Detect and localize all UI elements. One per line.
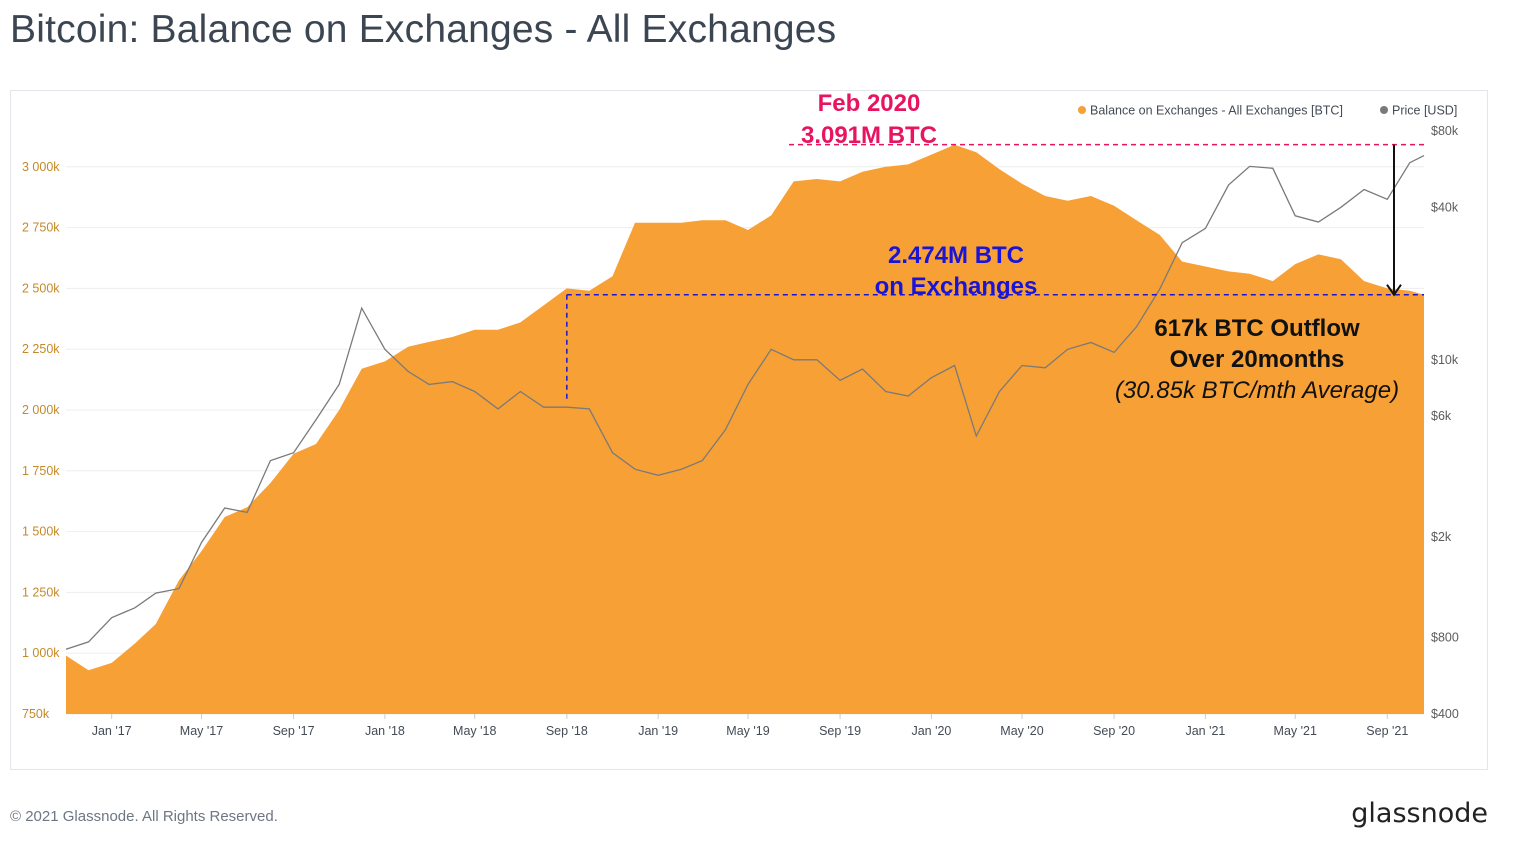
x-tick-label: Jan '17	[92, 724, 132, 738]
current-balance-annotation-sub: on Exchanges	[875, 273, 1038, 300]
x-tick-label: Sep '21	[1366, 724, 1408, 738]
left-tick-label: 2 750k	[22, 221, 60, 235]
current-balance-annotation: 2.474M BTC	[888, 242, 1024, 269]
peak-date-annotation: Feb 2020	[818, 91, 921, 117]
outflow-duration-annotation: Over 20months	[1170, 346, 1345, 373]
right-tick-label: $80k	[1431, 124, 1459, 138]
right-tick-label: $10k	[1431, 353, 1459, 367]
x-tick-label: Sep '18	[546, 724, 588, 738]
left-tick-label: 2 000k	[22, 403, 60, 417]
outflow-annotation: 617k BTC Outflow	[1154, 315, 1360, 342]
footer-copyright: © 2021 Glassnode. All Rights Reserved.	[10, 808, 278, 825]
legend-balance-label: Balance on Exchanges - All Exchanges [BT…	[1090, 104, 1343, 118]
x-tick-label: Sep '17	[273, 724, 315, 738]
x-tick-label: May '17	[180, 724, 223, 738]
right-axis-ticks: $400 $800 $2k $6k $10k $40k $80k	[1431, 124, 1459, 721]
x-tick-label: May '19	[726, 724, 769, 738]
peak-value-annotation: 3.091M BTC	[801, 122, 937, 149]
right-tick-label: $800	[1431, 631, 1459, 645]
glassnode-logo: glassnode	[1351, 798, 1488, 829]
left-tick-label: 1 250k	[22, 585, 60, 599]
left-tick-label: 1 000k	[22, 646, 60, 660]
legend-price-label: Price [USD]	[1392, 104, 1457, 118]
chart-title: Bitcoin: Balance on Exchanges - All Exch…	[10, 8, 837, 51]
x-axis-ticks: Jan '17 May '17 Sep '17 Jan '18 May '18 Sep '…	[92, 714, 1408, 738]
left-tick-label: 2 500k	[22, 281, 60, 295]
right-tick-label: $2k	[1431, 530, 1452, 544]
left-tick-label: 1 500k	[22, 525, 60, 539]
legend-price-marker	[1380, 106, 1388, 114]
annotation-lines	[566, 143, 1424, 399]
right-tick-label: $6k	[1431, 409, 1452, 423]
x-tick-label: Jan '19	[638, 724, 678, 738]
x-tick-label: May '21	[1274, 724, 1317, 738]
legend: Balance on Exchanges - All Exchanges [BT…	[1078, 104, 1457, 118]
x-tick-label: May '20	[1000, 724, 1043, 738]
left-tick-label: 1 750k	[22, 464, 60, 478]
x-tick-label: Jan '18	[365, 724, 405, 738]
price-line-series	[65, 155, 1425, 650]
x-tick-label: May '18	[453, 724, 496, 738]
right-tick-label: $40k	[1431, 200, 1459, 214]
legend-balance-marker	[1078, 106, 1086, 114]
x-tick-label: Sep '19	[819, 724, 861, 738]
outflow-arrow-head	[1386, 284, 1402, 297]
outflow-average-annotation: (30.85k BTC/mth Average)	[1115, 377, 1399, 404]
left-axis-ticks: 750k 1 000k 1 250k 1 500k 1 750k 2 000k 2 250k…	[22, 160, 60, 721]
x-tick-label: Jan '20	[911, 724, 951, 738]
x-tick-label: Sep '20	[1093, 724, 1135, 738]
x-tick-label: Jan '21	[1185, 724, 1225, 738]
balance-area-series	[66, 144, 1424, 714]
right-tick-label: $400	[1431, 707, 1459, 721]
left-tick-label: 2 250k	[22, 342, 60, 356]
left-tick-label: 750k	[22, 707, 50, 721]
left-tick-label: 3 000k	[22, 160, 60, 174]
